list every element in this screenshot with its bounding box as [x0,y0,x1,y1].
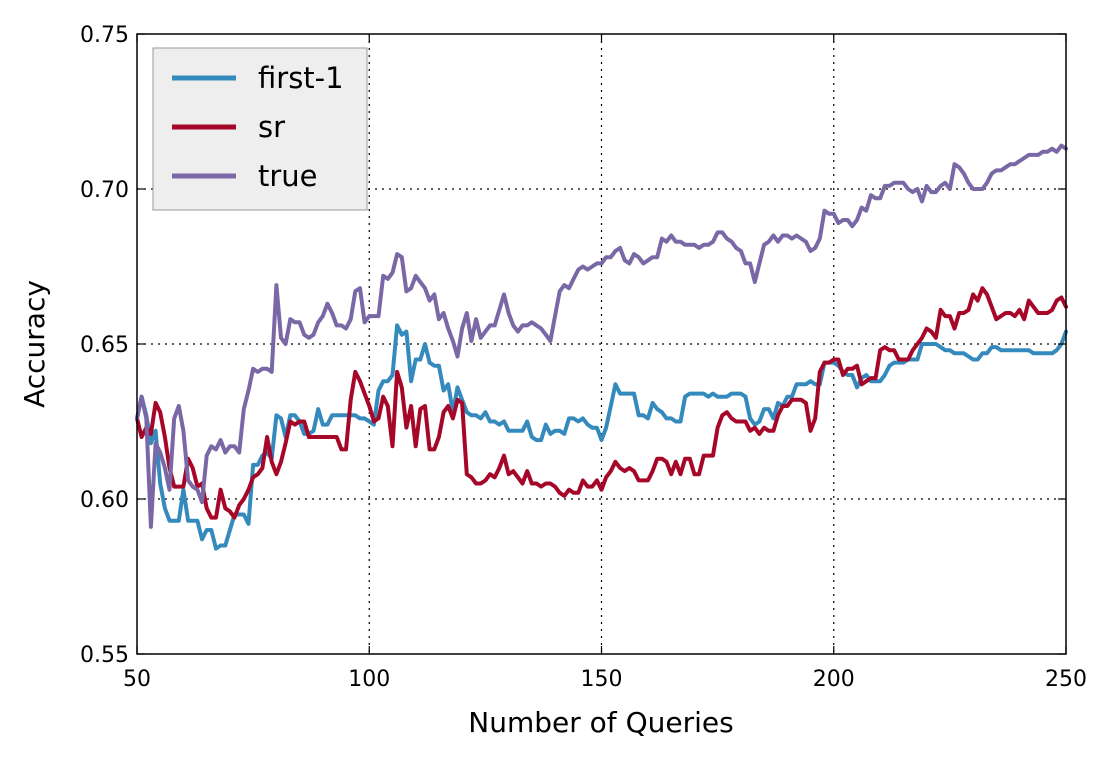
x-tick-label: 200 [813,667,855,692]
y-tick-labels: 0.55 0.60 0.65 0.70 0.75 [80,23,129,668]
ticks [136,33,1067,655]
x-tick-label: 150 [581,667,623,692]
legend-label-sr: sr [258,110,285,144]
series-line-sr [135,286,1068,520]
y-tick-label: 0.55 [80,643,129,668]
x-axis-label: Number of Queries [468,706,733,739]
x-tick-label: 50 [123,667,151,692]
legend-label-first-1: first-1 [258,61,344,95]
y-tick-label: 0.75 [80,23,129,48]
y-tick-label: 0.70 [80,178,129,203]
series-line-true [135,143,1068,529]
legend: first-1 sr true [152,47,368,211]
y-tick-label: 0.60 [80,488,129,513]
series-line-first-1 [135,323,1068,551]
legend-label-true: true [258,159,318,193]
x-tick-label: 250 [1045,667,1087,692]
x-tick-labels: 50 100 150 200 250 [123,667,1087,692]
y-axis-label: Accuracy [18,280,51,408]
y-tick-label: 0.65 [80,333,129,358]
series-group [135,143,1068,551]
x-tick-label: 100 [348,667,390,692]
